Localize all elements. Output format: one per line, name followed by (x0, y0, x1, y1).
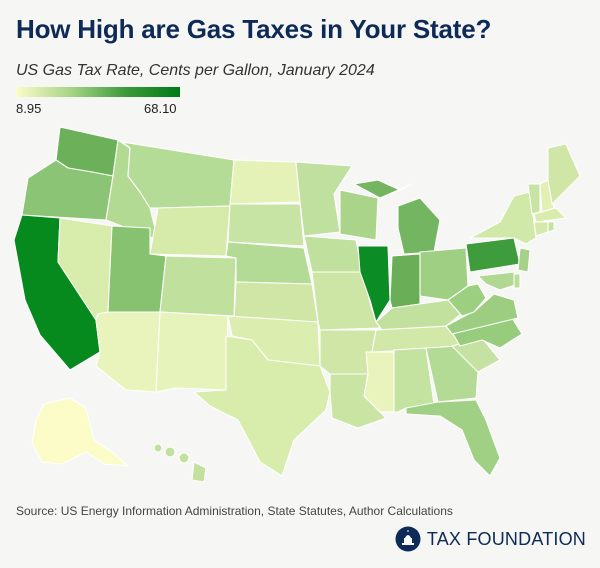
state-massachusetts[interactable] (533, 207, 567, 223)
state-alaska[interactable] (31, 397, 129, 467)
state-colorado[interactable] (159, 255, 237, 317)
state-north-dakota[interactable] (229, 159, 301, 205)
state-arizona[interactable] (95, 311, 161, 393)
legend-color-scale (16, 87, 180, 97)
state-delaware[interactable] (513, 273, 521, 289)
state-florida[interactable] (405, 399, 501, 477)
state-hawaii[interactable] (153, 443, 207, 483)
state-wisconsin[interactable] (339, 189, 379, 241)
state-west-virginia[interactable] (447, 283, 487, 317)
us-state-map (13, 126, 581, 483)
legend-min-label: 8.95 (16, 101, 42, 116)
state-iowa[interactable] (303, 235, 363, 273)
source-note: Source: US Energy Information Administra… (16, 504, 453, 518)
tax-foundation-logo[interactable]: TAX FOUNDATION (395, 526, 586, 552)
state-new-jersey[interactable] (517, 247, 531, 273)
state-wyoming[interactable] (149, 205, 231, 257)
state-michigan[interactable] (397, 197, 441, 255)
chart-title: How High are Gas Taxes in Your State? (16, 14, 492, 44)
state-connecticut[interactable] (533, 221, 549, 237)
state-new-york[interactable] (469, 191, 537, 245)
state-new-mexico[interactable] (155, 311, 229, 393)
brand-name: TAX FOUNDATION (426, 528, 586, 549)
chart-subtitle: US Gas Tax Rate, Cents per Gallon, Janua… (16, 62, 375, 79)
state-maryland[interactable] (477, 271, 519, 291)
state-maine[interactable] (547, 143, 581, 205)
state-nebraska[interactable] (225, 241, 313, 285)
state-rhode-island[interactable] (547, 221, 555, 233)
state-south-dakota[interactable] (227, 203, 305, 247)
state-texas[interactable] (193, 335, 331, 477)
state-michigan-upper[interactable] (353, 179, 413, 199)
state-indiana[interactable] (389, 253, 421, 309)
state-kansas[interactable] (233, 281, 319, 323)
state-pennsylvania[interactable] (465, 237, 521, 273)
legend-max-label: 68.10 (144, 101, 177, 116)
capitol-dome-icon (395, 526, 421, 552)
